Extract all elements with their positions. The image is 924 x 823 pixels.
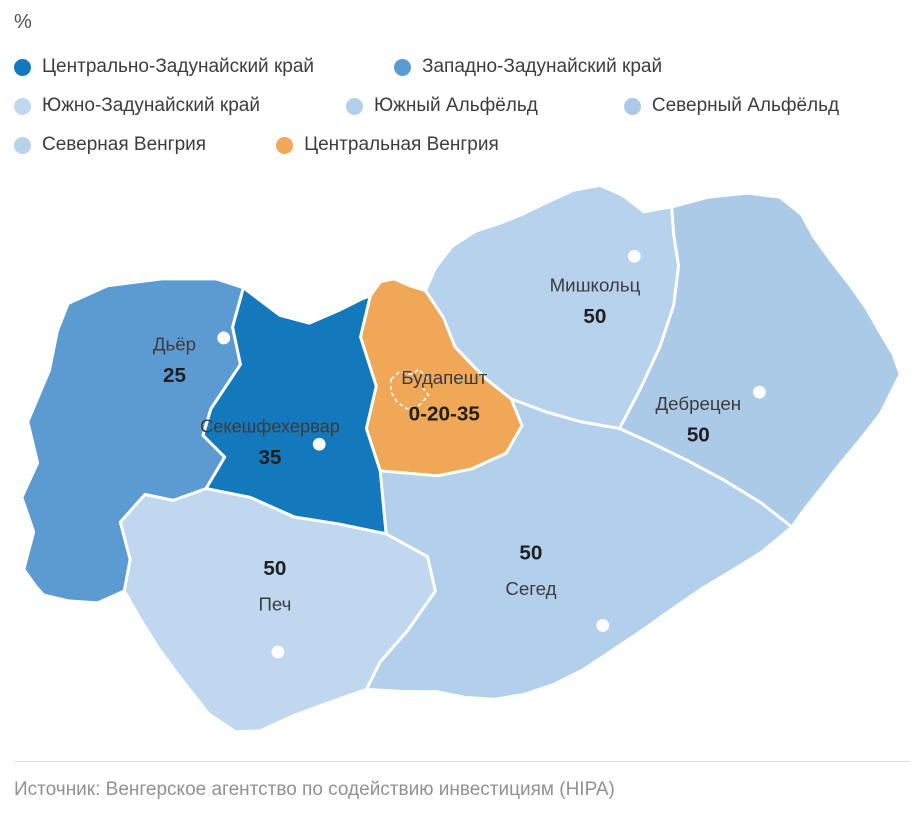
city-dot-debrecen bbox=[752, 385, 766, 399]
city-label-budapest: Будапешт bbox=[401, 367, 487, 388]
legend-label: Северная Венгрия bbox=[42, 134, 207, 155]
legend-item-northern-plain: Северный Альфёльд bbox=[623, 95, 840, 117]
legend-row-3: Северная Венгрия Центральная Венгрия bbox=[14, 134, 910, 156]
city-dot-gyor bbox=[217, 331, 231, 345]
legend-label: Южный Альфёльд bbox=[373, 95, 538, 116]
city-value-szekesfehervar: 35 bbox=[259, 446, 282, 469]
city-label-gyor: Дьёр bbox=[153, 334, 196, 355]
city-value-szeged: 50 bbox=[519, 541, 542, 564]
legend-swatch-southern-transdanubia bbox=[14, 97, 31, 115]
legend-label: Южно-Задунайский край bbox=[42, 95, 260, 116]
region-southern-great-plain bbox=[365, 397, 794, 701]
legend-row-1: Центрально-Задунайский край Западно-Заду… bbox=[14, 56, 910, 78]
legend-swatch-western-transdanubia bbox=[394, 58, 412, 76]
city-dot-szeged bbox=[596, 619, 610, 632]
city-value-gyor: 25 bbox=[163, 364, 186, 387]
budapest-city-outline bbox=[390, 368, 430, 410]
city-value-debrecen: 50 bbox=[687, 423, 710, 446]
legend-label: Центрально-Задунайский край bbox=[42, 56, 315, 77]
legend-item-northern-hungary: Северная Венгрия bbox=[14, 134, 206, 156]
source-note: Источник: Венгерское агентство по содейс… bbox=[14, 779, 615, 800]
region-southern-transdanubia bbox=[118, 487, 437, 734]
legend-swatch-southern-plain bbox=[345, 97, 363, 115]
city-dot-szekesfehervar bbox=[312, 437, 326, 451]
legend-label: Западно-Задунайский край bbox=[422, 56, 663, 77]
legend-label: Центральная Венгрия bbox=[304, 134, 499, 155]
unit-label: % bbox=[14, 11, 32, 33]
hungary-map: Мишкольц 50 Дьёр 25 Будапешт 0-20-35 Деб… bbox=[20, 183, 902, 734]
city-dot-miskolc bbox=[627, 249, 641, 263]
city-label-miskolc: Мишкольц bbox=[550, 275, 641, 296]
city-value-pecs: 50 bbox=[263, 557, 286, 580]
city-dot-pecs bbox=[271, 645, 285, 659]
legend-item-western-transdanubia: Западно-Задунайский край bbox=[394, 56, 662, 78]
legend-label: Северный Альфёльд bbox=[651, 95, 840, 116]
city-label-debrecen: Дебрецен bbox=[656, 393, 742, 414]
region-northern-great-plain bbox=[618, 191, 902, 529]
legend-swatch-central-hungary bbox=[276, 136, 294, 154]
legend-item-central-hungary: Центральная Венгрия bbox=[276, 134, 499, 156]
legend-item-southern-plain: Южный Альфёльд bbox=[345, 95, 538, 117]
legend: Центрально-Задунайский край Западно-Заду… bbox=[14, 56, 910, 156]
city-value-miskolc: 50 bbox=[583, 305, 606, 328]
divider-line bbox=[14, 761, 910, 762]
city-label-szekesfehervar: Секешфехервар bbox=[200, 416, 340, 436]
legend-swatch-northern-plain bbox=[623, 97, 641, 115]
city-label-szeged: Сегед bbox=[505, 578, 556, 599]
city-label-pecs: Печ bbox=[258, 594, 291, 615]
legend-row-2: Южно-Задунайский край Южный Альфёльд Сев… bbox=[14, 95, 910, 117]
city-value-budapest: 0-20-35 bbox=[409, 403, 480, 426]
legend-item-southern-transdanubia: Южно-Задунайский край bbox=[14, 95, 260, 117]
legend-swatch-northern-hungary bbox=[14, 136, 31, 154]
legend-item-central-transdanubia: Центрально-Задунайский край bbox=[14, 56, 314, 78]
legend-swatch-central-transdanubia bbox=[14, 58, 31, 76]
